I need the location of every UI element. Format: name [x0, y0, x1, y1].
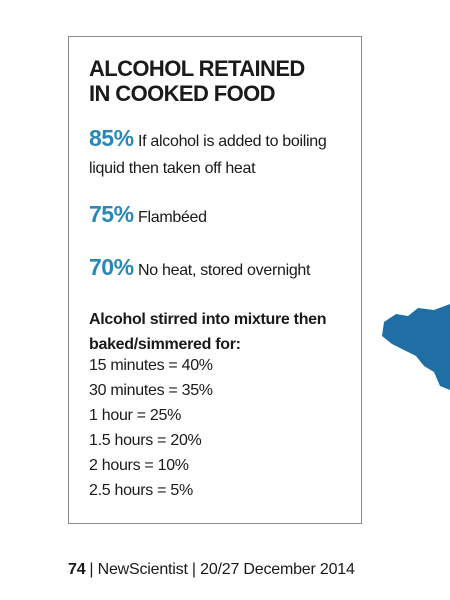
time-line: 1 hour = 25%	[89, 407, 182, 424]
page-number: 74	[68, 561, 86, 578]
box-title: ALCOHOL RETAINED IN COOKED FOOD	[89, 56, 305, 106]
stat-percent: 85%	[89, 125, 134, 151]
time-line: 1.5 hours = 20%	[89, 432, 202, 449]
title-line: IN COOKED FOOD	[89, 81, 276, 106]
title-line: ALCOHOL RETAINED	[89, 56, 305, 81]
stat-item: 70% No heat, stored overnight	[89, 254, 349, 284]
footer: 74 | NewScientist | 20/27 December 2014	[68, 561, 355, 579]
map-fragment	[382, 304, 450, 390]
time-line: 15 minutes = 40%	[89, 357, 213, 374]
time-line: 30 minutes = 35%	[89, 382, 213, 399]
sidebar-box	[68, 36, 362, 524]
stat-item: 85% If alcohol is added to boiling liqui…	[89, 125, 349, 182]
stat-text: If alcohol is added to boiling liquid th…	[89, 133, 327, 177]
stat-percent: 70%	[89, 254, 134, 280]
stat-text: No heat, stored overnight	[138, 262, 311, 279]
subheading: Alcohol stirred into mixture then baked/…	[89, 311, 327, 353]
stat-text: Flambéed	[138, 209, 207, 226]
time-line: 2 hours = 10%	[89, 457, 189, 474]
map-shape	[382, 304, 450, 390]
time-line: 2.5 hours = 5%	[89, 482, 193, 499]
stat-percent: 75%	[89, 201, 134, 227]
stat-item: 75% Flambéed	[89, 201, 349, 231]
footer-text: | NewScientist | 20/27 December 2014	[89, 561, 355, 578]
